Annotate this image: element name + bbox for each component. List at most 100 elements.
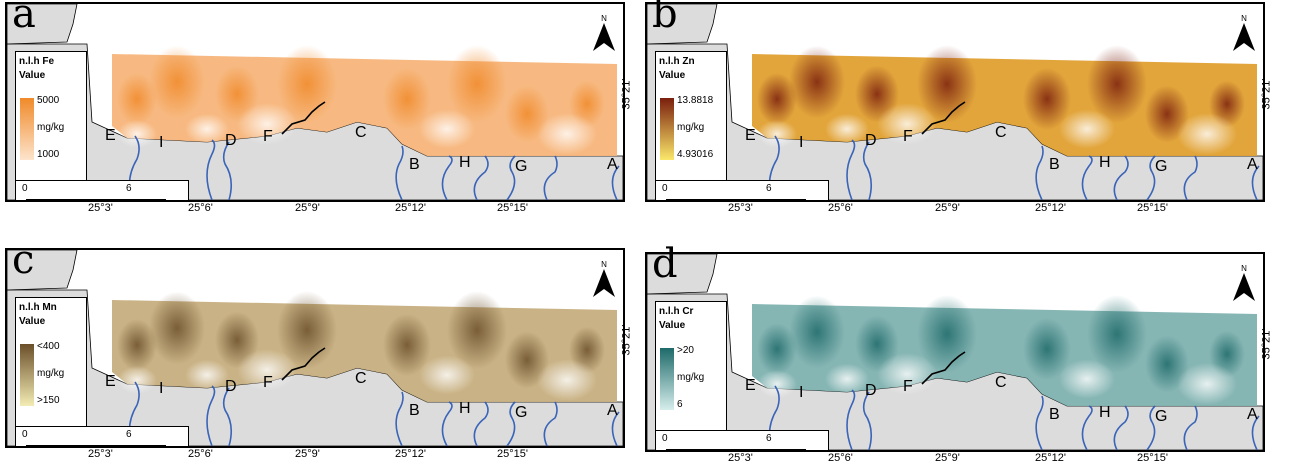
latitude-label: 35°21' xyxy=(620,324,633,356)
longitude-label: 25°12' xyxy=(395,202,426,214)
river xyxy=(395,391,404,446)
legend-color-ramp xyxy=(660,98,674,160)
low-value-zone xyxy=(757,120,797,148)
site-label-f: F xyxy=(263,374,273,391)
longitude-label: 25°3' xyxy=(88,202,113,214)
longitude-label: 25°15' xyxy=(497,448,528,460)
site-label-h: H xyxy=(459,400,471,417)
low-value-zone xyxy=(757,370,797,398)
scale-six: 6 xyxy=(126,429,132,440)
scale-zero: 0 xyxy=(662,183,668,194)
legend-title: n.l.h Fe xyxy=(19,56,54,67)
site-label-g: G xyxy=(515,158,528,175)
low-value-zone xyxy=(419,355,475,395)
river xyxy=(506,155,516,200)
legend: n.l.h Mn Value <400 mg/kg >150 xyxy=(15,297,87,429)
legend-high-value: 5000 xyxy=(37,95,60,106)
longitude-label: 25°9' xyxy=(935,202,960,214)
harbour-coastline xyxy=(921,351,966,385)
longitude-label: 25°6' xyxy=(188,202,213,214)
low-value-zone xyxy=(877,103,937,145)
legend-high-value: <400 xyxy=(37,341,60,352)
map-panel-d: n.l.h Cr Value >20 mg/kg 60 6 kmN EIDFCB… xyxy=(640,244,1273,464)
site-label-c: C xyxy=(355,124,367,141)
low-value-zone xyxy=(825,113,869,145)
low-value-zone xyxy=(1177,363,1237,405)
harbour-coastline xyxy=(921,101,966,135)
site-label-e: E xyxy=(745,127,756,144)
legend-unit: mg/kg xyxy=(37,122,65,133)
concentration-hotspot xyxy=(383,313,431,377)
river xyxy=(473,155,489,200)
river xyxy=(1183,405,1198,450)
legend-title: n.l.h Mn xyxy=(19,302,57,313)
site-label-d: D xyxy=(225,378,237,395)
legend: n.l.h Cr Value >20 mg/kg 6 xyxy=(655,301,727,433)
scale-six: 6 xyxy=(126,183,132,194)
river xyxy=(1113,405,1129,450)
concentration-hotspot xyxy=(789,295,845,369)
site-label-b: B xyxy=(1049,156,1060,173)
harbour-coastline xyxy=(281,347,326,381)
low-value-zone xyxy=(237,349,297,391)
site-label-b: B xyxy=(409,402,420,419)
longitude-label: 25°12' xyxy=(1035,202,1066,214)
longitude-label: 25°12' xyxy=(395,448,426,460)
legend: n.l.h Fe Value 5000 mg/kg 1000 xyxy=(15,51,87,183)
concentration-hotspot xyxy=(1023,317,1071,381)
legend-title: n.l.h Cr xyxy=(659,306,694,317)
site-label-h: H xyxy=(459,154,471,171)
latitude-label: 35°21' xyxy=(1260,328,1273,360)
scale-unit: km xyxy=(808,201,821,202)
river xyxy=(1146,405,1156,450)
site-label-a: A xyxy=(1247,406,1258,423)
longitude-label: 25°12' xyxy=(1035,452,1066,464)
concentration-hotspot xyxy=(117,73,157,125)
longitude-label: 25°9' xyxy=(935,452,960,464)
longitude-label: 25°6' xyxy=(828,202,853,214)
concentration-hotspot xyxy=(1145,85,1189,143)
scale-bar: 0 6 km xyxy=(655,180,829,202)
site-label-f: F xyxy=(263,128,273,145)
concentration-hotspot xyxy=(757,73,797,125)
site-label-g: G xyxy=(1155,158,1168,175)
legend-low-value: 1000 xyxy=(37,149,60,160)
low-value-zone xyxy=(537,359,597,401)
concentration-hotspot xyxy=(1087,45,1147,123)
legend-value-label: Value xyxy=(659,320,686,331)
scale-zero: 0 xyxy=(22,183,28,194)
river xyxy=(543,155,558,200)
low-value-zone xyxy=(237,103,297,145)
river xyxy=(1146,155,1156,200)
river xyxy=(543,401,558,446)
legend-color-ramp xyxy=(660,348,674,410)
site-label-b: B xyxy=(409,156,420,173)
site-label-d: D xyxy=(865,132,877,149)
scale-bar: 0 6 km xyxy=(15,426,189,448)
longitude-label: 25°9' xyxy=(295,202,320,214)
north-arrow: N xyxy=(593,14,615,56)
river xyxy=(862,391,873,450)
river xyxy=(1251,165,1260,200)
longitude-label: 25°6' xyxy=(828,452,853,464)
map-frame: n.l.h Zn Value 13.8818 mg/kg 4.93016 0 6 … xyxy=(645,2,1265,202)
legend: n.l.h Zn Value 13.8818 mg/kg 4.93016 xyxy=(655,51,727,183)
site-label-e: E xyxy=(745,377,756,394)
low-value-zone xyxy=(1059,109,1115,149)
longitude-label: 25°15' xyxy=(497,202,528,214)
river xyxy=(862,141,873,200)
concentration-hotspot xyxy=(789,45,845,119)
site-label-a: A xyxy=(1247,156,1258,173)
concentration-hotspot xyxy=(117,319,157,371)
concentration-hotspot xyxy=(1145,335,1189,393)
north-arrow-icon xyxy=(593,269,615,297)
panel-letter: c xyxy=(12,237,35,283)
scale-unit: km xyxy=(168,447,181,448)
land-area xyxy=(7,4,78,45)
low-value-zone xyxy=(117,120,157,148)
river xyxy=(611,165,620,200)
scale-bar: 0 6 km xyxy=(15,180,189,200)
site-label-i: I xyxy=(799,134,804,151)
land-area xyxy=(7,250,78,291)
scale-zero: 0 xyxy=(22,429,28,440)
